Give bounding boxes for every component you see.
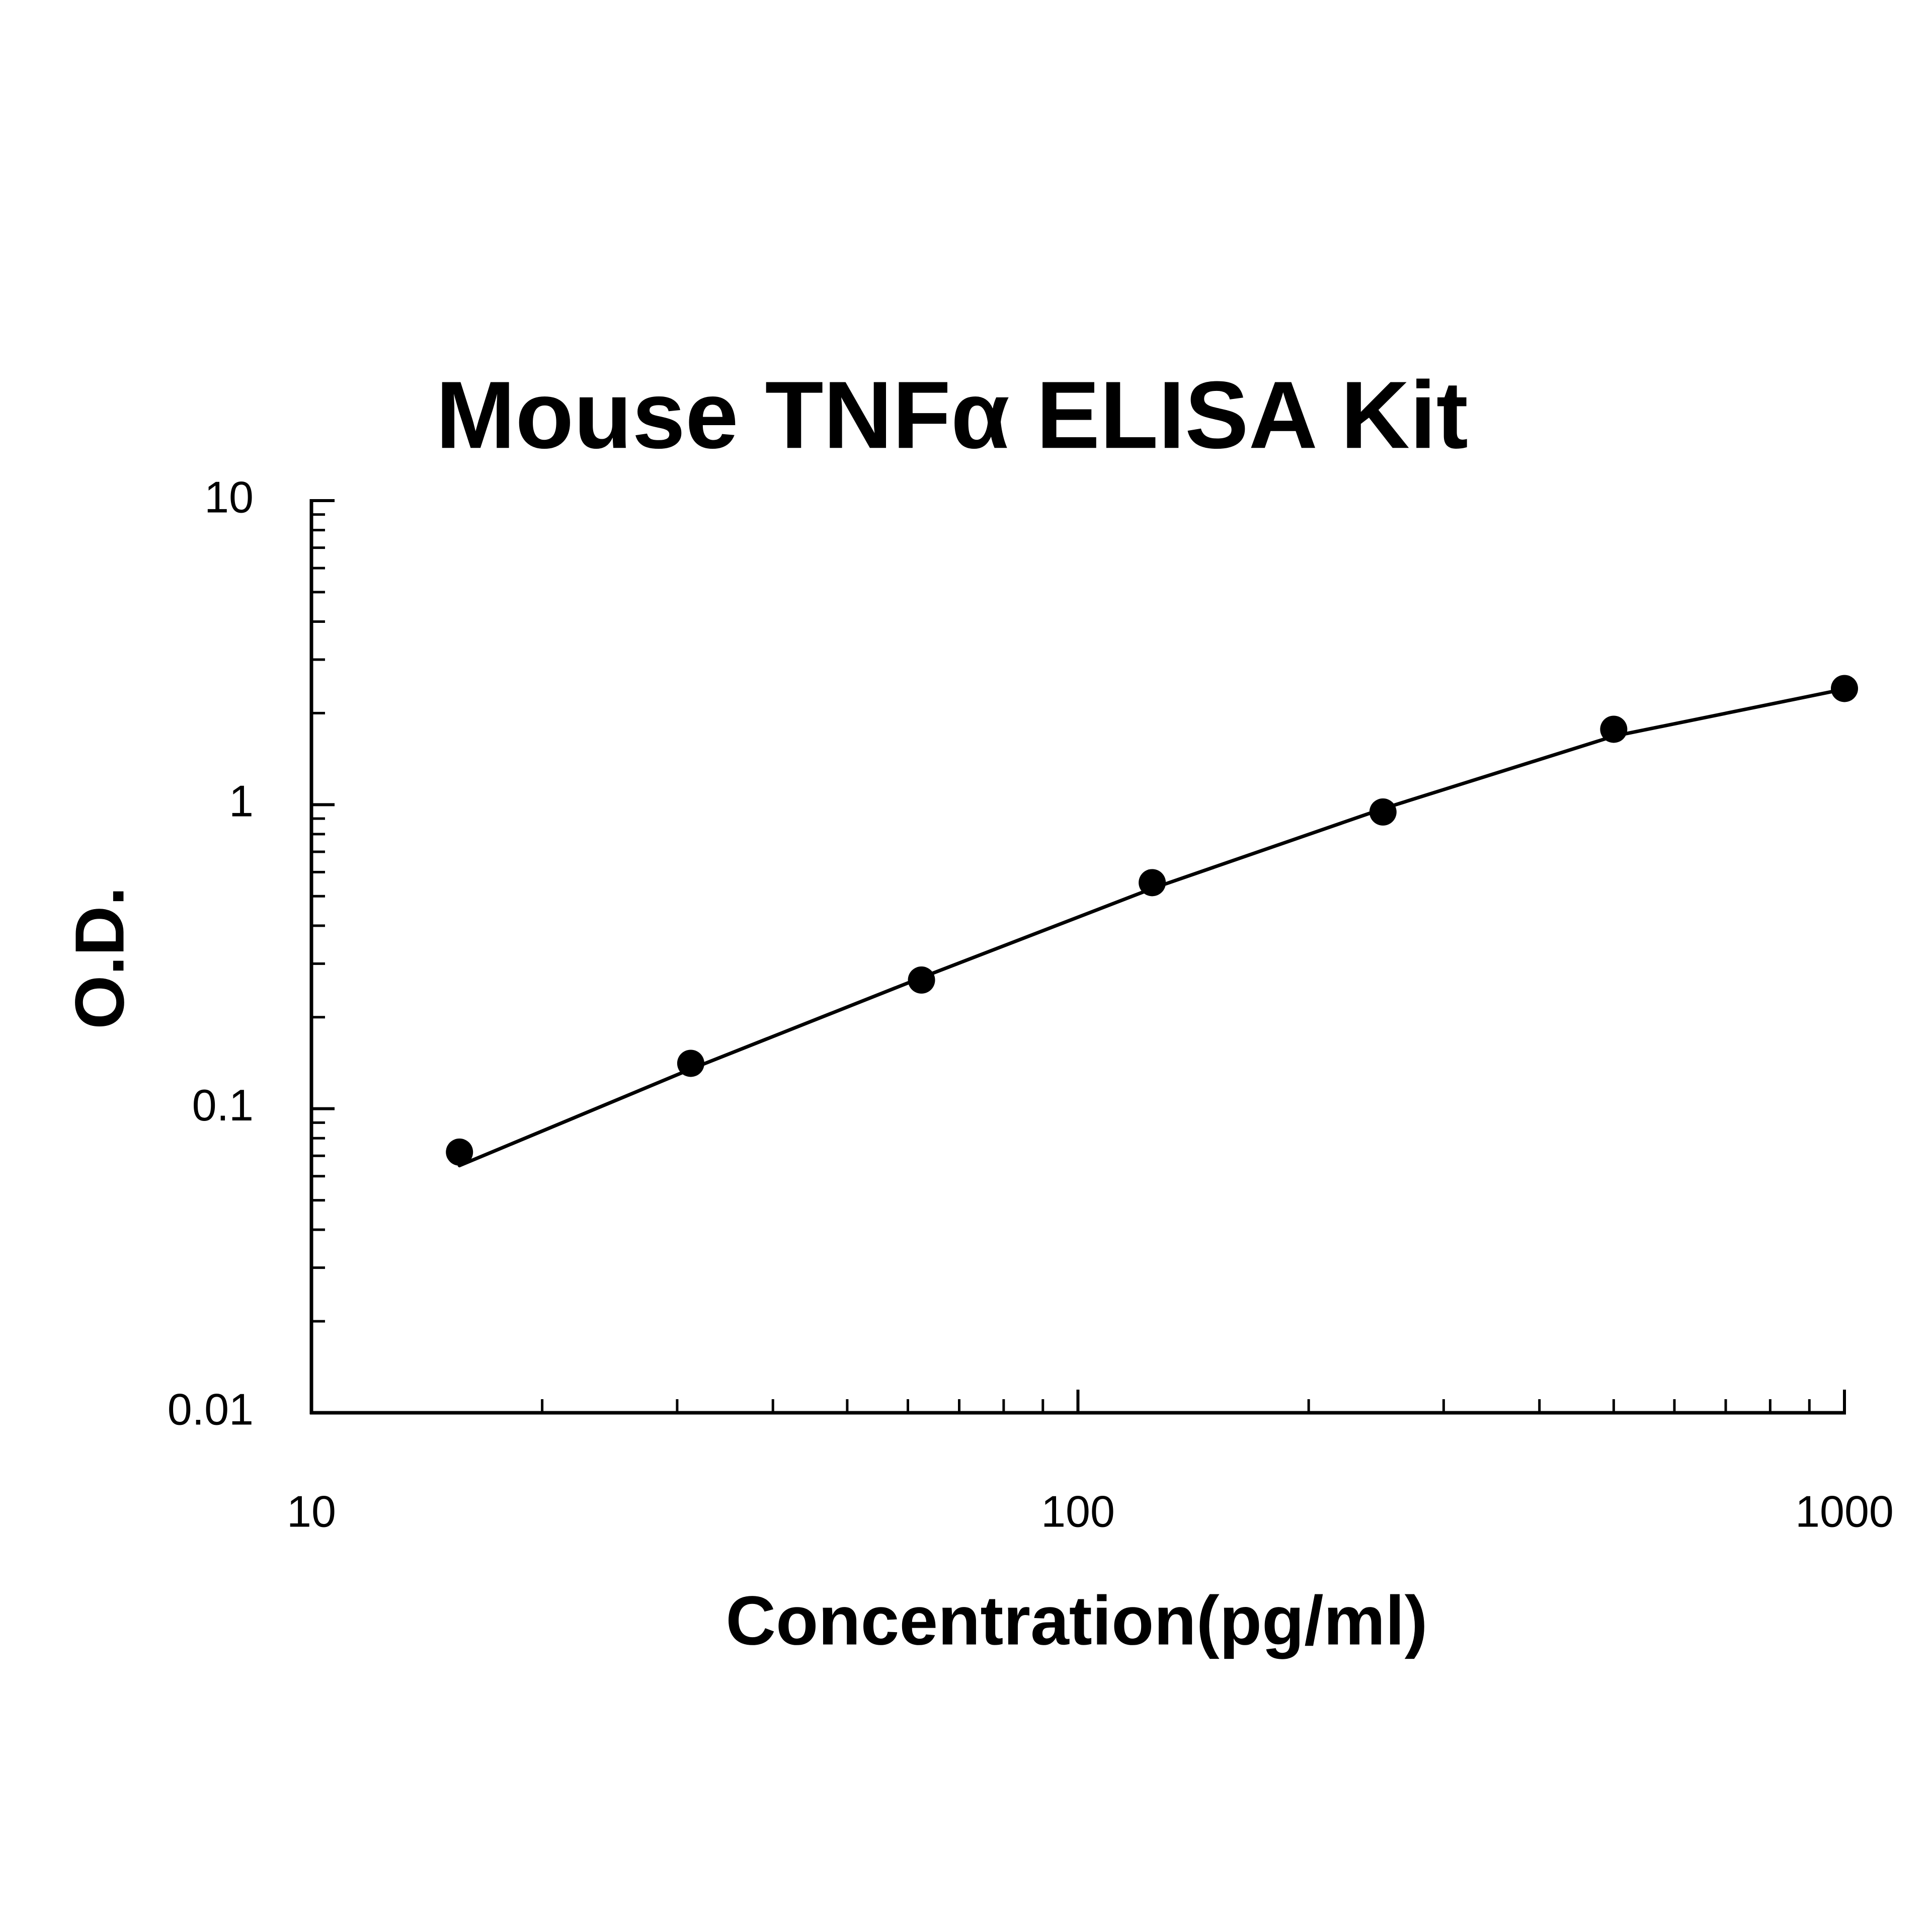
- x-axis-label: Concentration(pg/ml): [726, 1582, 1427, 1659]
- y-tick-label: 0.01: [168, 1384, 254, 1434]
- y-tick-label: 1: [229, 776, 254, 826]
- data-point: [677, 1050, 704, 1077]
- y-tick-label: 10: [204, 472, 254, 522]
- chart-title: Mouse TNFα ELISA Kit: [436, 362, 1468, 468]
- data-point: [1831, 675, 1858, 702]
- data-point: [1139, 869, 1166, 897]
- data-point: [908, 966, 935, 994]
- y-axis-label: O.D.: [61, 887, 138, 1029]
- data-point: [1600, 715, 1628, 743]
- x-tick-label: 100: [1041, 1486, 1115, 1536]
- data-point: [446, 1138, 473, 1166]
- y-tick-label: 0.1: [192, 1080, 254, 1130]
- x-tick-label: 1000: [1795, 1486, 1894, 1536]
- data-point: [1369, 798, 1397, 826]
- x-tick-label: 10: [287, 1486, 336, 1536]
